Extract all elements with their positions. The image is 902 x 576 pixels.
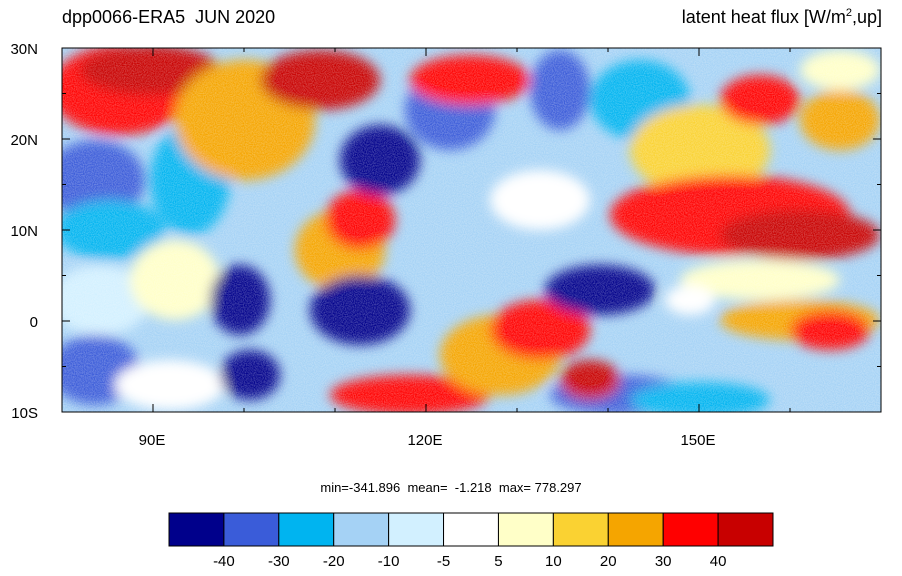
- plot-title-left: dpp0066-ERA5 JUN 2020: [62, 7, 276, 27]
- colorbar-box: [168, 512, 225, 547]
- lon-label-120e: 120E: [407, 432, 443, 449]
- colorbar-label: 20: [599, 553, 617, 570]
- unit-exponent: 2: [845, 7, 852, 19]
- colorbar-box: [552, 512, 609, 547]
- lat-label-20n: 20N: [10, 132, 38, 149]
- lat-label-30n: 30N: [10, 41, 38, 58]
- variable-name: latent heat flux [W/m: [681, 7, 846, 27]
- colorbar-label: -10: [377, 553, 400, 570]
- colorbar-label: 5: [494, 553, 503, 570]
- colorbar-label: -5: [436, 553, 451, 570]
- colorbar-box: [443, 512, 499, 547]
- field-statistics: min=-341.896 mean= -1.218 max= 778.297: [320, 480, 582, 495]
- colorbar-label: -30: [267, 553, 290, 570]
- lon-label-150e: 150E: [680, 432, 716, 449]
- lon-label-90e: 90E: [138, 432, 166, 449]
- plot-title-right: latent heat flux [W/m2,up]: [682, 7, 882, 28]
- colorbar-box: [223, 512, 280, 547]
- lat-label-10s: 10S: [11, 405, 38, 422]
- lat-label-eq: 0: [29, 314, 38, 331]
- axis-ticks: [61, 47, 882, 413]
- colorbar-label: 30: [654, 553, 672, 570]
- colorbar-label: -20: [322, 553, 345, 570]
- colorbar-box: [333, 512, 390, 547]
- unit-tail: ,up]: [851, 7, 882, 27]
- colorbar-box: [662, 512, 719, 547]
- colorbar-box: [497, 512, 554, 547]
- colorbar-label: -40: [213, 553, 235, 570]
- lat-label-10n: 10N: [10, 223, 38, 240]
- colorbar: [168, 512, 774, 547]
- colorbar-box: [717, 512, 774, 547]
- noise-texture: [62, 48, 881, 412]
- colorbar-box: [388, 512, 445, 547]
- map-field: [62, 48, 881, 412]
- colorbar-box: [278, 512, 335, 547]
- colorbar-box: [607, 512, 664, 547]
- colorbar-label: 40: [709, 553, 727, 570]
- colorbar-label: 10: [545, 553, 562, 570]
